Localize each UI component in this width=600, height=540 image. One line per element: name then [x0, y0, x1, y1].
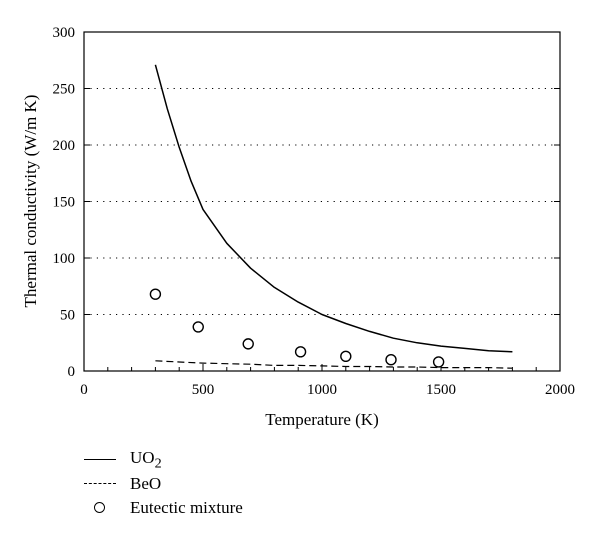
data-point-eutectic-mixture [432, 356, 445, 368]
legend-circle-marker-symbol [84, 496, 118, 520]
legend-solid-line-symbol [84, 448, 118, 472]
legend-label-eutectic: Eutectic mixture [130, 498, 243, 517]
y-axis-title: Thermal conductivity (W/m K) [21, 95, 40, 308]
x-tick-label: 1000 [307, 382, 337, 398]
data-point-eutectic-mixture [340, 350, 352, 363]
data-point-eutectic-mixture [294, 346, 307, 358]
y-tick-label: 300 [53, 25, 76, 41]
legend-label-uo2-subscript: 2 [154, 455, 162, 472]
y-tick-label: 0 [68, 364, 76, 380]
legend-item-beo: BeO [84, 472, 243, 496]
x-tick-label: 2000 [545, 382, 575, 398]
axis-ticks: 0 50 100 150 200 250 300 0 500 1000 1500 2000 [53, 25, 576, 398]
legend-item-uo2: UO2 [84, 448, 243, 472]
series-line-beo [155, 360, 513, 369]
legend-dashed-line-symbol [84, 472, 118, 496]
legend-item-eutectic: Eutectic mixture [84, 496, 243, 520]
y-tick-label: 250 [53, 82, 76, 98]
data-point-eutectic-mixture [192, 321, 204, 333]
y-tick-label: 200 [53, 138, 76, 154]
legend: UO2 BeO Eutectic mixture [84, 448, 243, 520]
series-line-uo2 [154, 64, 513, 353]
y-tick-label: 150 [53, 195, 76, 211]
legend-label-uo2: UO2 [130, 448, 162, 472]
chart: 0 50 100 150 200 250 300 0 500 1000 1500 2000 Tempe… [21, 25, 576, 429]
series-layer [149, 64, 513, 369]
data-point-eutectic-mixture [385, 354, 397, 366]
data-point-eutectic-mixture [242, 338, 254, 350]
x-tick-label: 0 [80, 382, 88, 398]
x-tick-label: 500 [192, 382, 215, 398]
legend-label-uo2-text: UO [130, 447, 155, 467]
y-tick-label: 100 [53, 251, 76, 267]
legend-label-beo: BeO [130, 474, 162, 493]
y-tick-label: 50 [60, 308, 75, 324]
data-point-eutectic-mixture [149, 288, 162, 300]
x-axis-title: Temperature (K) [265, 410, 379, 429]
x-tick-label: 1500 [426, 382, 456, 398]
grid-lines [84, 88, 560, 315]
